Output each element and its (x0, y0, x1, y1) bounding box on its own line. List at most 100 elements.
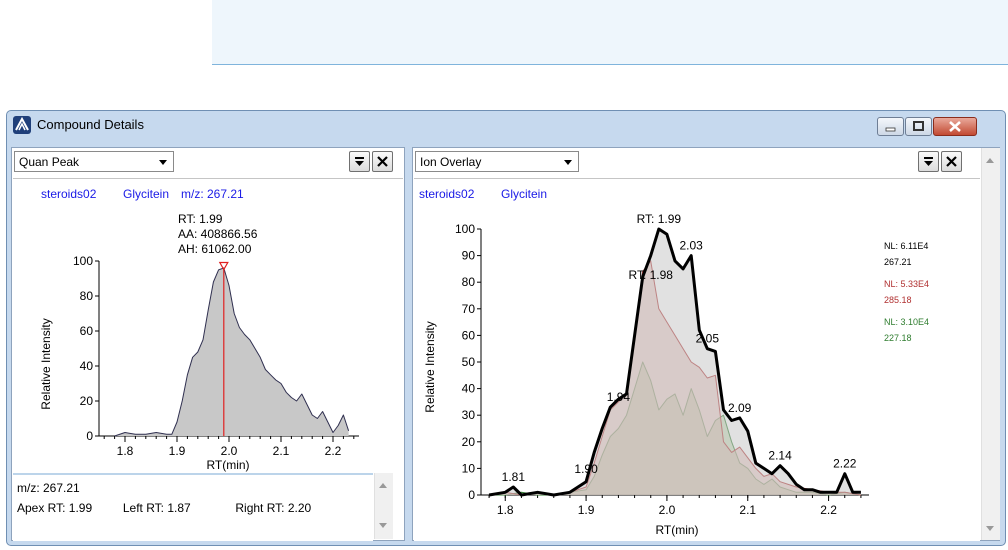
maximize-icon (913, 121, 924, 131)
y-tick-label-3: 60 (80, 324, 94, 338)
minimize-button[interactable] (877, 117, 904, 136)
left-x-axis-label: RT(min) (206, 458, 249, 472)
peak-annotation-1: 1.90 (574, 462, 598, 476)
scroll-down-icon[interactable] (379, 523, 387, 528)
peak-rt-label: RT: 1.99 (178, 212, 223, 226)
legend-mz-2: 285.18 (884, 295, 912, 305)
quan-peak-chart-area: steroids02 Glycitein m/z: 267.21 RT: 1.9… (13, 178, 403, 473)
peak-ah-label: AH: 61062.00 (178, 242, 252, 256)
apex-marker-triangle (218, 261, 229, 271)
compound-details-window: Compound Details Quan Peak steroids02 Gl… (6, 110, 1006, 546)
scroll-up-icon[interactable] (379, 483, 387, 488)
close-icon (949, 121, 961, 132)
info-right-rt: Right RT: 2.20 (235, 501, 312, 515)
pane-menu-button-right[interactable] (918, 151, 939, 172)
peak-aa-label: AA: 408866.56 (178, 227, 258, 241)
left-compound-name: Glycitein (123, 187, 169, 201)
info-mz: m/z: 267.21 (17, 481, 80, 495)
x-tick-label-3: 2.1 (739, 503, 756, 517)
legend-nl-3: NL: 3.10E4 (884, 317, 929, 327)
y-tick-label-2: 20 (462, 435, 476, 449)
scroll-down-icon[interactable] (986, 526, 994, 531)
pane-close-button-right[interactable] (941, 151, 962, 172)
x-tick-label-1: 1.9 (169, 444, 186, 458)
close-icon (946, 156, 957, 167)
title-bar[interactable]: Compound Details (7, 111, 1005, 139)
peak-annotation-6: 2.05 (696, 332, 720, 346)
x-tick-label-4: 2.2 (325, 444, 342, 458)
y-tick-label-0: 0 (86, 429, 93, 443)
peak-annotation-5: 2.03 (679, 239, 703, 253)
top-banner (212, 0, 1008, 65)
right-compound-name: Glycitein (501, 187, 547, 201)
ion-overlay-pane: Ion Overlay steroids02 Glycitein 0 10 20 30… (412, 147, 1000, 541)
series-area-0 (489, 229, 861, 495)
legend-mz-1: 267.21 (884, 257, 912, 267)
info-rt-line: Apex RT: 1.99 Left RT: 1.87 Right RT: 2.… (17, 501, 311, 515)
peak-annotation-7: 2.09 (728, 401, 752, 415)
info-apex-rt: Apex RT: 1.99 (17, 501, 93, 515)
x-tick-label-0: 1.8 (497, 503, 514, 517)
y-tick-label-8: 80 (462, 275, 476, 289)
view-select-left-value: Quan Peak (19, 155, 80, 169)
x-tick-label-3: 2.1 (273, 444, 290, 458)
y-tick-label-4: 40 (462, 382, 476, 396)
peak-annotation-8: 2.14 (768, 449, 792, 463)
right-y-axis-label: Relative Intensity (423, 321, 437, 412)
quan-peak-pane: Quan Peak steroids02 Glycitein m/z: 267.… (11, 147, 405, 541)
dropdown-arrow-icon (159, 160, 167, 165)
ion-overlay-chart: steroids02 Glycitein 0 10 20 30 40 50 60 70 80 90… (419, 187, 929, 537)
dropdown-arrow-icon (564, 160, 572, 165)
y-tick-label-0: 0 (468, 488, 475, 502)
x-tick-label-2: 2.0 (221, 444, 238, 458)
left-y-axis-label: Relative Intensity (39, 318, 53, 409)
x-tick-label-4: 2.2 (820, 503, 837, 517)
menu-down-icon (355, 157, 364, 166)
y-tick-label-6: 60 (462, 328, 476, 342)
peak-annotation-2: 1.94 (607, 390, 631, 404)
y-tick-label-1: 20 (80, 394, 94, 408)
right-file-name: steroids02 (419, 187, 475, 201)
y-tick-label-9: 90 (462, 249, 476, 263)
close-icon (377, 156, 388, 167)
y-tick-label-10: 100 (455, 222, 475, 236)
legend-nl-1: NL: 6.11E4 (884, 241, 928, 251)
series-line-0 (488, 227, 861, 497)
legend-nl-2: NL: 5.33E4 (884, 279, 929, 289)
legend-mz-3: 227.18 (884, 333, 912, 343)
y-tick-label-3: 30 (462, 408, 476, 422)
pane-close-button-left[interactable] (372, 151, 393, 172)
y-tick-label-4: 80 (80, 289, 94, 303)
peak-annotation-9: 2.22 (833, 457, 857, 471)
view-select-right-value: Ion Overlay (420, 155, 482, 169)
info-left-rt: Left RT: 1.87 (122, 501, 191, 515)
y-tick-label-5: 100 (73, 254, 93, 268)
series-area-0 (114, 268, 349, 436)
x-tick-label-0: 1.8 (117, 444, 134, 458)
window-title: Compound Details (37, 117, 144, 132)
menu-down-icon (924, 157, 933, 166)
info-scrollbar[interactable] (374, 473, 393, 539)
right-x-axis-label: RT(min) (655, 523, 698, 537)
view-select-left[interactable]: Quan Peak (14, 151, 174, 172)
right-pane-scrollbar[interactable] (981, 148, 1000, 540)
scroll-up-icon[interactable] (986, 158, 994, 163)
series-line-0 (114, 267, 350, 437)
ion-overlay-chart-area: steroids02 Glycitein 0 10 20 30 40 50 60 70 80 90… (414, 178, 980, 541)
pane-menu-button-left[interactable] (349, 151, 370, 172)
peak-annotation-0: 1.81 (502, 470, 526, 484)
x-tick-label-2: 2.0 (659, 503, 676, 517)
quan-peak-chart: steroids02 Glycitein m/z: 267.21 RT: 1.9… (39, 187, 359, 472)
peak-annotation-4: RT: 1.99 (637, 212, 682, 226)
y-tick-label-5: 50 (462, 355, 476, 369)
y-tick-label-2: 40 (80, 359, 94, 373)
app-icon (13, 116, 31, 134)
y-tick-label-1: 10 (462, 461, 476, 475)
view-select-right[interactable]: Ion Overlay (415, 151, 579, 172)
left-file-name: steroids02 (41, 187, 97, 201)
close-window-button[interactable] (933, 117, 977, 136)
peak-info-panel: m/z: 267.21 Apex RT: 1.99 Left RT: 1.87 … (13, 473, 373, 541)
minimize-icon (885, 127, 896, 132)
maximize-button[interactable] (905, 117, 932, 136)
peak-annotation-3: RT: 1.98 (629, 268, 674, 282)
